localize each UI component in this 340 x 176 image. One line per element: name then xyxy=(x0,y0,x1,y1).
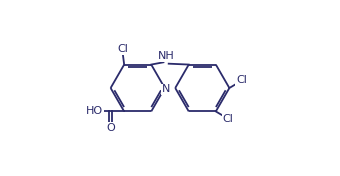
Text: NH: NH xyxy=(158,51,175,61)
Text: Cl: Cl xyxy=(236,75,247,85)
Text: O: O xyxy=(106,123,115,133)
Text: HO: HO xyxy=(86,106,103,117)
Text: N: N xyxy=(162,84,170,94)
Text: Cl: Cl xyxy=(117,44,128,54)
Text: Cl: Cl xyxy=(223,114,234,124)
